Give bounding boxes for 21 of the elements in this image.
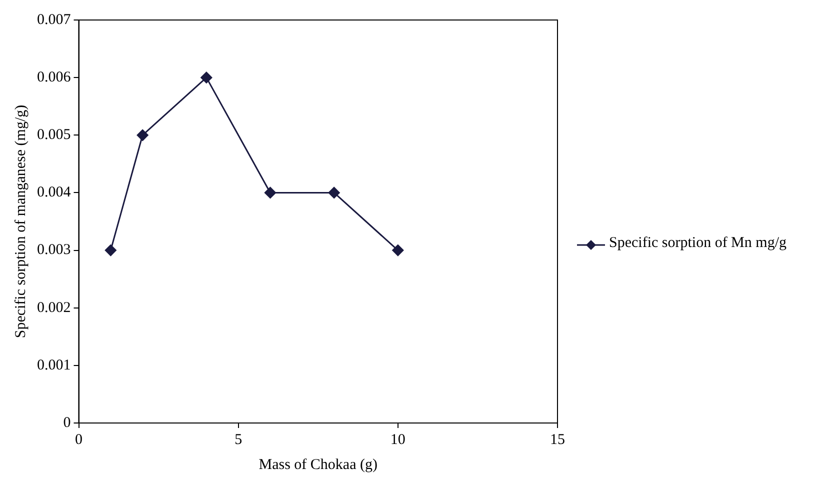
y-axis-title: Specific sorption of manganese (mg/g) [12,104,29,338]
y-tick-label: 0.007 [37,12,72,28]
y-tick-label: 0.006 [37,70,72,86]
y-tick-label: 0.005 [37,127,71,144]
y-tick-label: 0.002 [37,300,71,316]
point [104,244,116,256]
point [328,186,340,198]
x-axis-title: Mass of Chokaa (g) [258,456,378,473]
y-tick-label: 0.003 [37,242,71,258]
point [392,244,404,256]
y-tick-label: 0 [63,414,71,431]
y-tick-label: 0.004 [37,184,72,201]
point [200,72,212,84]
x-tick-label: 10 [390,432,406,448]
legend-label: Specific sorption of Mn mg/g [609,234,786,252]
x-tick-label: 0 [75,432,82,448]
y-tick-label: 0.001 [37,357,71,374]
point [264,186,276,198]
x-tick-label: 15 [550,432,565,448]
x-tick-label: 5 [234,432,242,448]
point [136,129,148,141]
